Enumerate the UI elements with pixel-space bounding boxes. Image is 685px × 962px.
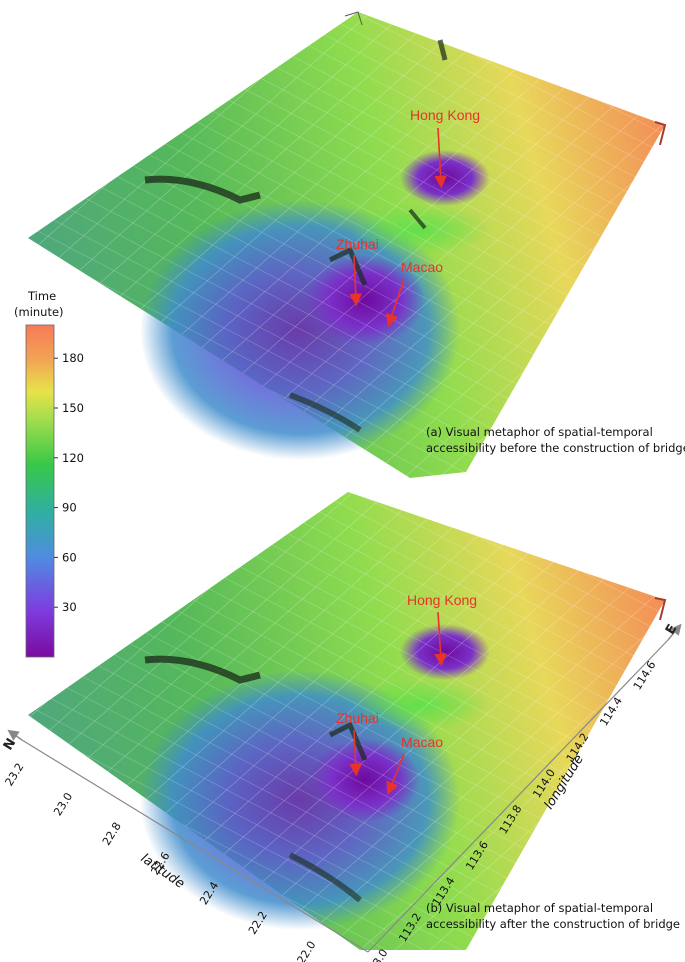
surface-panel-b <box>28 492 667 950</box>
zhuhai-arrow-b <box>349 729 363 777</box>
caption-a-line2: accessibility before the construction of… <box>426 441 685 455</box>
hong-kong-label-a: Hong Kong <box>410 107 480 123</box>
hong-kong-label-b: Hong Kong <box>407 592 477 608</box>
hong-kong-arrow-a <box>434 127 448 189</box>
colorbar-gradient <box>25 324 55 658</box>
hong-kong-arrow-b <box>434 611 447 667</box>
east-label: E <box>663 622 680 637</box>
colorbar: Time (minute) 180 150 120 90 60 30 <box>14 289 84 658</box>
latitude-tick-label: 22.0 <box>295 939 319 962</box>
macao-label-b: Macao <box>401 734 443 750</box>
north-label: N <box>1 736 19 753</box>
longitude-tick-label: 114.6 <box>631 659 659 693</box>
latitude-tick-label: 23.2 <box>3 761 27 789</box>
latitude-tick-label: 22.8 <box>100 820 124 848</box>
zhuhai-arrow-a <box>349 254 363 307</box>
north-arrow <box>7 729 23 741</box>
macao-label-a: Macao <box>401 259 443 275</box>
colorbar-tick-label: 150 <box>62 401 84 415</box>
macao-arrow-a <box>385 278 405 328</box>
colorbar-tick-label: 60 <box>62 550 77 564</box>
caption-b-line1: (b) Visual metaphor of spatial-temporal <box>426 901 653 915</box>
zhuhai-label-a: Zhuhai <box>336 236 379 252</box>
colorbar-tick-label: 120 <box>62 451 84 465</box>
caption-a-line1: (a) Visual metaphor of spatial-temporal <box>426 425 653 439</box>
latitude-tick-label: 23.0 <box>51 790 75 818</box>
zhuhai-label-b: Zhuhai <box>336 710 379 726</box>
caption-b-line2: accessibility after the construction of … <box>426 917 680 931</box>
colorbar-tick-label: 90 <box>62 501 77 515</box>
colorbar-title-line2: (minute) <box>14 305 64 319</box>
colorbar-tick-label: 30 <box>62 600 77 614</box>
macao-arrow-b <box>386 753 405 795</box>
colorbar-tick-label: 180 <box>62 351 84 365</box>
surface-panel-a <box>28 11 667 478</box>
east-arrow <box>667 623 682 641</box>
colorbar-title-line1: Time <box>27 289 56 303</box>
